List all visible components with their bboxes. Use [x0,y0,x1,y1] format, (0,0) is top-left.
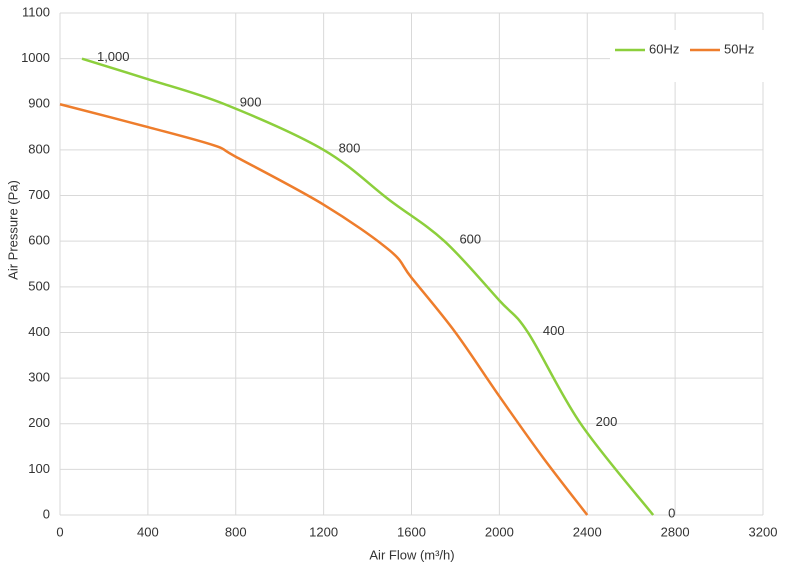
line-series [59,103,589,516]
x-tick-label: 0 [56,524,63,539]
data-label: 900 [240,95,262,110]
x-tick-label: 2000 [485,524,514,539]
y-tick-label: 700 [28,187,50,202]
y-tick-label: 900 [28,96,50,111]
x-tick-label: 2800 [661,524,690,539]
y-tick-label: 100 [28,461,50,476]
y-tick-label: 600 [28,233,50,248]
x-tick-label: 800 [225,524,247,539]
legend-label: 50Hz [724,41,754,56]
data-label: 400 [543,323,565,338]
x-tick-label: 3200 [749,524,778,539]
legend: 60Hz 50Hz [610,30,765,82]
y-tick-label: 1000 [21,50,50,65]
y-tick-label: 200 [28,415,50,430]
x-tick-label: 2400 [573,524,602,539]
x-tick-label: 1200 [309,524,338,539]
data-label: 1,000 [97,49,130,64]
data-label: 200 [596,414,618,429]
data-label: 800 [339,140,361,155]
y-tick-label: 800 [28,141,50,156]
y-tick-label: 500 [28,278,50,293]
y-tick-label: 0 [43,506,50,521]
x-axis-label: Air Flow (m³/h) [369,547,454,562]
x-tick-label: 400 [137,524,159,539]
line-series [81,57,655,516]
legend-box [610,30,765,82]
legend-label: 60Hz [649,41,679,56]
grid [59,12,764,516]
data-label: 0 [668,505,675,520]
y-tick-label: 300 [28,370,50,385]
y-tick-label: 400 [28,324,50,339]
x-tick-label: 1600 [397,524,426,539]
y-axis-label: Air Pressure (Pa) [5,180,20,280]
data-label: 600 [459,232,481,247]
y-tick-label: 1100 [22,4,50,19]
